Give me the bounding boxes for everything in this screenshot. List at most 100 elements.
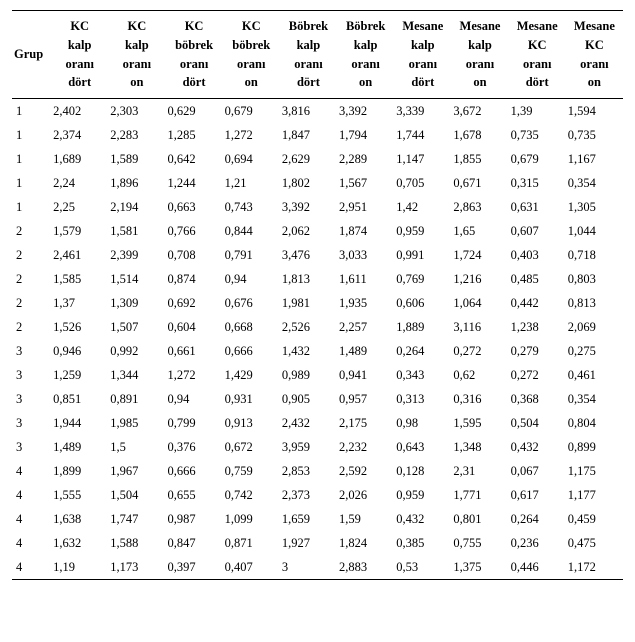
table-cell: 0,376 bbox=[165, 435, 222, 459]
table-cell: 0,604 bbox=[165, 315, 222, 339]
table-cell: 1,5 bbox=[108, 435, 165, 459]
table-cell: 2,25 bbox=[51, 195, 108, 219]
table-cell: 0,957 bbox=[337, 387, 394, 411]
table-cell: 0,272 bbox=[451, 339, 508, 363]
table-cell: 1,259 bbox=[51, 363, 108, 387]
table-cell: 1,724 bbox=[451, 243, 508, 267]
table-cell: 0,403 bbox=[509, 243, 566, 267]
table-cell: 0,354 bbox=[566, 171, 623, 195]
table-cell: 0,718 bbox=[566, 243, 623, 267]
col-header-mesane-kalp-on: Mesanekalporanıon bbox=[451, 11, 508, 99]
table-cell: 2,863 bbox=[451, 195, 508, 219]
table-cell: 0,671 bbox=[451, 171, 508, 195]
table-cell: 0,672 bbox=[223, 435, 280, 459]
table-cell: 1,813 bbox=[280, 267, 337, 291]
table-cell: 1,172 bbox=[566, 555, 623, 580]
table-cell: 0,759 bbox=[223, 459, 280, 483]
table-cell: 1,689 bbox=[51, 147, 108, 171]
table-cell: 0,735 bbox=[509, 123, 566, 147]
table-cell: 0,607 bbox=[509, 219, 566, 243]
table-cell: 1,175 bbox=[566, 459, 623, 483]
table-cell: 1,589 bbox=[108, 147, 165, 171]
table-cell: 0,801 bbox=[451, 507, 508, 531]
table-cell: 0,694 bbox=[223, 147, 280, 171]
table-row: 21,5791,5810,7660,8442,0621,8740,9591,65… bbox=[12, 219, 623, 243]
table-row: 12,241,8961,2441,211,8021,5670,7050,6710… bbox=[12, 171, 623, 195]
table-cell: 3,816 bbox=[280, 99, 337, 124]
table-cell: 2,24 bbox=[51, 171, 108, 195]
table-cell: 2,232 bbox=[337, 435, 394, 459]
table-cell: 0,275 bbox=[566, 339, 623, 363]
table-cell: 1,747 bbox=[108, 507, 165, 531]
table-cell: 3,339 bbox=[394, 99, 451, 124]
table-cell: 2,175 bbox=[337, 411, 394, 435]
table-header-row: Grup KCkalporanıdört KCkalporanıon KCböb… bbox=[12, 11, 623, 99]
table-cell: 0,067 bbox=[509, 459, 566, 483]
table-cell: 1,526 bbox=[51, 315, 108, 339]
table-cell: 1 bbox=[12, 123, 51, 147]
table-row: 41,6321,5880,8470,8711,9271,8240,3850,75… bbox=[12, 531, 623, 555]
table-cell: 2,289 bbox=[337, 147, 394, 171]
table-cell: 0,803 bbox=[566, 267, 623, 291]
table-cell: 1,889 bbox=[394, 315, 451, 339]
table-cell: 0,475 bbox=[566, 531, 623, 555]
table-cell: 1,167 bbox=[566, 147, 623, 171]
table-cell: 2,374 bbox=[51, 123, 108, 147]
table-cell: 2,194 bbox=[108, 195, 165, 219]
table-cell: 1,594 bbox=[566, 99, 623, 124]
table-cell: 0,385 bbox=[394, 531, 451, 555]
table-row: 31,9441,9850,7990,9132,4322,1750,981,595… bbox=[12, 411, 623, 435]
table-row: 21,371,3090,6920,6761,9811,9350,6061,064… bbox=[12, 291, 623, 315]
table-cell: 0,742 bbox=[223, 483, 280, 507]
table-cell: 1,507 bbox=[108, 315, 165, 339]
table-cell: 3,033 bbox=[337, 243, 394, 267]
table-cell: 0,874 bbox=[165, 267, 222, 291]
table-cell: 0,407 bbox=[223, 555, 280, 580]
table-cell: 1,272 bbox=[165, 363, 222, 387]
table-cell: 4 bbox=[12, 507, 51, 531]
table-cell: 1,285 bbox=[165, 123, 222, 147]
table-cell: 0,663 bbox=[165, 195, 222, 219]
table-cell: 0,432 bbox=[394, 507, 451, 531]
table-cell: 1,802 bbox=[280, 171, 337, 195]
table-cell: 1,847 bbox=[280, 123, 337, 147]
table-cell: 0,735 bbox=[566, 123, 623, 147]
table-cell: 0,442 bbox=[509, 291, 566, 315]
table-cell: 3 bbox=[12, 339, 51, 363]
table-cell: 0,766 bbox=[165, 219, 222, 243]
table-cell: 0,668 bbox=[223, 315, 280, 339]
table-cell: 1,985 bbox=[108, 411, 165, 435]
table-cell: 1 bbox=[12, 99, 51, 124]
table-cell: 1,244 bbox=[165, 171, 222, 195]
table-cell: 0,94 bbox=[165, 387, 222, 411]
table-cell: 1,896 bbox=[108, 171, 165, 195]
table-cell: 1,099 bbox=[223, 507, 280, 531]
table-cell: 0,804 bbox=[566, 411, 623, 435]
table-row: 12,252,1940,6630,7433,3922,9511,422,8630… bbox=[12, 195, 623, 219]
table-cell: 0,94 bbox=[223, 267, 280, 291]
table-cell: 0,705 bbox=[394, 171, 451, 195]
table-cell: 1,37 bbox=[51, 291, 108, 315]
table-cell: 1,555 bbox=[51, 483, 108, 507]
table-cell: 0,343 bbox=[394, 363, 451, 387]
table-cell: 1,309 bbox=[108, 291, 165, 315]
table-cell: 2,373 bbox=[280, 483, 337, 507]
table-cell: 3 bbox=[12, 435, 51, 459]
table-cell: 4 bbox=[12, 483, 51, 507]
table-cell: 0,432 bbox=[509, 435, 566, 459]
table-cell: 0,643 bbox=[394, 435, 451, 459]
table-cell: 3,392 bbox=[337, 99, 394, 124]
table-cell: 1,824 bbox=[337, 531, 394, 555]
table-body: 12,4022,3030,6290,6793,8163,3923,3393,67… bbox=[12, 99, 623, 580]
table-cell: 0,62 bbox=[451, 363, 508, 387]
table-row: 12,4022,3030,6290,6793,8163,3923,3393,67… bbox=[12, 99, 623, 124]
table-cell: 0,264 bbox=[509, 507, 566, 531]
table-cell: 0,989 bbox=[280, 363, 337, 387]
table-cell: 1,21 bbox=[223, 171, 280, 195]
table-cell: 1,659 bbox=[280, 507, 337, 531]
table-row: 22,4612,3990,7080,7913,4763,0330,9911,72… bbox=[12, 243, 623, 267]
table-cell: 2,629 bbox=[280, 147, 337, 171]
table-cell: 0,692 bbox=[165, 291, 222, 315]
table-cell: 0,708 bbox=[165, 243, 222, 267]
table-cell: 2,951 bbox=[337, 195, 394, 219]
